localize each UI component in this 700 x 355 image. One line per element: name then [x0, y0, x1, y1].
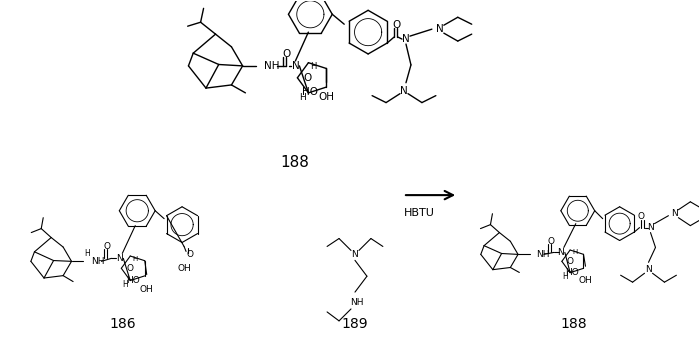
Text: N: N	[436, 24, 444, 34]
Text: HO: HO	[565, 268, 578, 277]
Text: 188: 188	[561, 317, 587, 331]
Text: N: N	[400, 86, 408, 96]
Text: N: N	[645, 265, 652, 274]
Text: O: O	[567, 257, 574, 266]
Text: O: O	[104, 242, 111, 251]
Text: N: N	[402, 34, 410, 44]
Text: NH: NH	[92, 257, 105, 266]
Text: H: H	[572, 249, 578, 255]
Text: H: H	[299, 93, 305, 102]
Text: NH: NH	[263, 61, 279, 71]
Text: 188: 188	[281, 155, 309, 170]
Text: N: N	[116, 254, 122, 263]
Text: HO: HO	[126, 276, 140, 285]
Text: OH: OH	[140, 284, 153, 294]
Text: HO: HO	[302, 87, 318, 97]
Text: N: N	[671, 209, 678, 218]
Text: O: O	[282, 49, 290, 59]
Text: H: H	[85, 249, 90, 258]
Text: O: O	[392, 20, 400, 30]
Text: O: O	[547, 237, 554, 246]
Text: NH: NH	[536, 250, 550, 259]
Text: NH: NH	[350, 297, 364, 306]
Text: N: N	[557, 248, 564, 257]
Text: N: N	[291, 61, 300, 71]
Text: N: N	[351, 250, 358, 259]
Text: OH: OH	[579, 276, 592, 285]
Text: 189: 189	[342, 317, 368, 331]
Text: H: H	[310, 62, 317, 71]
Text: O: O	[126, 264, 133, 273]
Text: N: N	[647, 223, 654, 232]
Text: OH: OH	[177, 264, 191, 273]
Text: 186: 186	[110, 317, 136, 331]
Text: OH: OH	[318, 92, 334, 102]
Text: H: H	[562, 272, 568, 281]
Text: O: O	[186, 250, 193, 259]
Text: H: H	[122, 280, 128, 289]
Text: O: O	[303, 73, 312, 83]
Text: H: H	[132, 256, 137, 262]
Text: HBTU: HBTU	[405, 208, 435, 218]
Text: O: O	[637, 212, 644, 221]
